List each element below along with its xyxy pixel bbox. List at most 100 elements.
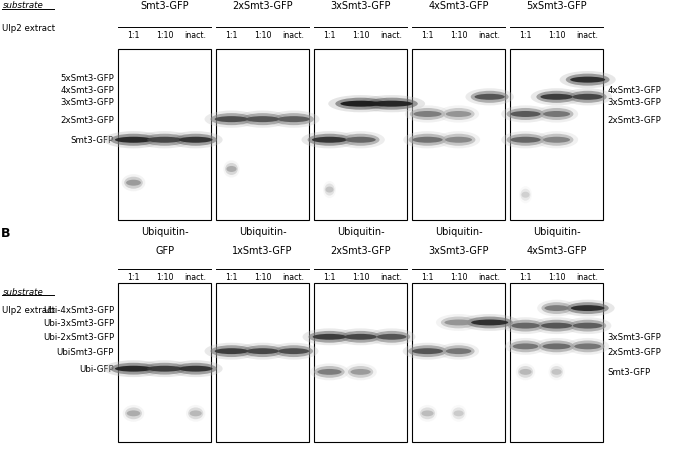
Ellipse shape: [223, 161, 239, 178]
Text: 1:10: 1:10: [254, 272, 272, 281]
Bar: [314, 50, 407, 221]
Ellipse shape: [534, 338, 579, 355]
Ellipse shape: [175, 363, 217, 375]
Ellipse shape: [405, 106, 450, 123]
Text: 2xSmt3-GFP: 2xSmt3-GFP: [60, 115, 114, 124]
Text: Ubi-2xSmt3-GFP: Ubi-2xSmt3-GFP: [42, 332, 114, 341]
Ellipse shape: [507, 134, 545, 147]
Text: inact.: inact.: [381, 30, 402, 39]
Ellipse shape: [466, 317, 513, 329]
Text: 1:10: 1:10: [254, 30, 272, 39]
Ellipse shape: [111, 134, 156, 147]
Ellipse shape: [438, 343, 479, 360]
Ellipse shape: [466, 89, 514, 106]
Text: inact.: inact.: [381, 272, 402, 281]
Ellipse shape: [408, 345, 447, 357]
Ellipse shape: [512, 323, 540, 329]
Ellipse shape: [535, 106, 578, 123]
Ellipse shape: [510, 341, 541, 353]
Text: 5xSmt3-GFP: 5xSmt3-GFP: [60, 74, 114, 83]
Ellipse shape: [520, 189, 530, 201]
Ellipse shape: [303, 329, 357, 345]
Text: inact.: inact.: [185, 272, 207, 281]
Ellipse shape: [175, 134, 217, 147]
Ellipse shape: [365, 98, 418, 110]
Ellipse shape: [124, 177, 143, 189]
Ellipse shape: [503, 318, 548, 334]
Bar: [510, 50, 603, 221]
Ellipse shape: [104, 360, 163, 377]
Text: 1:1: 1:1: [225, 272, 238, 281]
Ellipse shape: [549, 364, 565, 381]
Ellipse shape: [437, 132, 480, 149]
Text: 1:10: 1:10: [450, 30, 467, 39]
Ellipse shape: [307, 134, 351, 147]
Ellipse shape: [115, 138, 152, 143]
Ellipse shape: [346, 138, 376, 143]
Text: Ulp2 extract: Ulp2 extract: [2, 305, 55, 314]
Text: B: B: [1, 226, 10, 239]
Ellipse shape: [513, 344, 539, 350]
Ellipse shape: [278, 349, 309, 354]
Ellipse shape: [210, 114, 253, 126]
Ellipse shape: [572, 95, 603, 101]
Ellipse shape: [436, 314, 481, 331]
Ellipse shape: [186, 405, 206, 422]
Text: inact.: inact.: [282, 272, 305, 281]
Ellipse shape: [541, 323, 572, 329]
Ellipse shape: [551, 369, 561, 375]
Ellipse shape: [412, 138, 443, 143]
Bar: [314, 283, 407, 442]
Text: substrate: substrate: [3, 287, 44, 296]
Ellipse shape: [323, 182, 336, 199]
Ellipse shape: [569, 320, 606, 332]
Ellipse shape: [125, 408, 142, 419]
Ellipse shape: [520, 369, 532, 375]
Ellipse shape: [541, 303, 572, 314]
Text: 1:10: 1:10: [548, 272, 565, 281]
Ellipse shape: [518, 366, 533, 378]
Text: 1:10: 1:10: [450, 272, 467, 281]
Ellipse shape: [123, 405, 144, 422]
Ellipse shape: [111, 363, 156, 375]
Text: 1:1: 1:1: [421, 30, 434, 39]
Ellipse shape: [571, 341, 605, 353]
Ellipse shape: [507, 109, 545, 121]
Ellipse shape: [188, 408, 204, 419]
Text: 3xSmt3-GFP: 3xSmt3-GFP: [607, 332, 661, 341]
Text: 3xSmt3-GFP: 3xSmt3-GFP: [60, 98, 114, 107]
Ellipse shape: [446, 112, 471, 118]
Text: Ubiquitin-: Ubiquitin-: [435, 226, 483, 237]
Ellipse shape: [510, 112, 541, 118]
Text: 4xSmt3-GFP: 4xSmt3-GFP: [526, 245, 587, 255]
Ellipse shape: [543, 138, 570, 143]
Text: Ubi-GFP: Ubi-GFP: [80, 364, 114, 373]
Ellipse shape: [335, 329, 386, 345]
Ellipse shape: [532, 318, 582, 334]
Text: 1:10: 1:10: [548, 30, 565, 39]
Ellipse shape: [189, 410, 202, 416]
Bar: [118, 50, 211, 221]
Ellipse shape: [344, 364, 377, 381]
Ellipse shape: [539, 341, 574, 353]
Ellipse shape: [561, 300, 615, 317]
Ellipse shape: [126, 180, 141, 186]
Text: 4xSmt3-GFP: 4xSmt3-GFP: [60, 86, 114, 95]
Text: Ubiquitin-: Ubiquitin-: [239, 226, 286, 237]
Ellipse shape: [274, 345, 313, 357]
Text: Ubiquitin-: Ubiquitin-: [141, 226, 189, 237]
Ellipse shape: [317, 369, 342, 375]
Ellipse shape: [421, 410, 433, 416]
Text: inact.: inact.: [577, 272, 599, 281]
Text: Smt3-GFP: Smt3-GFP: [607, 368, 650, 377]
Ellipse shape: [530, 89, 582, 106]
Ellipse shape: [373, 331, 410, 343]
Text: GFP: GFP: [155, 245, 174, 255]
Ellipse shape: [570, 78, 605, 83]
Text: Ubi-4xSmt3-GFP: Ubi-4xSmt3-GFP: [42, 305, 114, 314]
Text: UbiSmt3-GFP: UbiSmt3-GFP: [57, 347, 114, 356]
Ellipse shape: [446, 349, 471, 354]
Ellipse shape: [274, 114, 314, 126]
Text: substrate: substrate: [3, 1, 44, 10]
Ellipse shape: [312, 138, 347, 143]
